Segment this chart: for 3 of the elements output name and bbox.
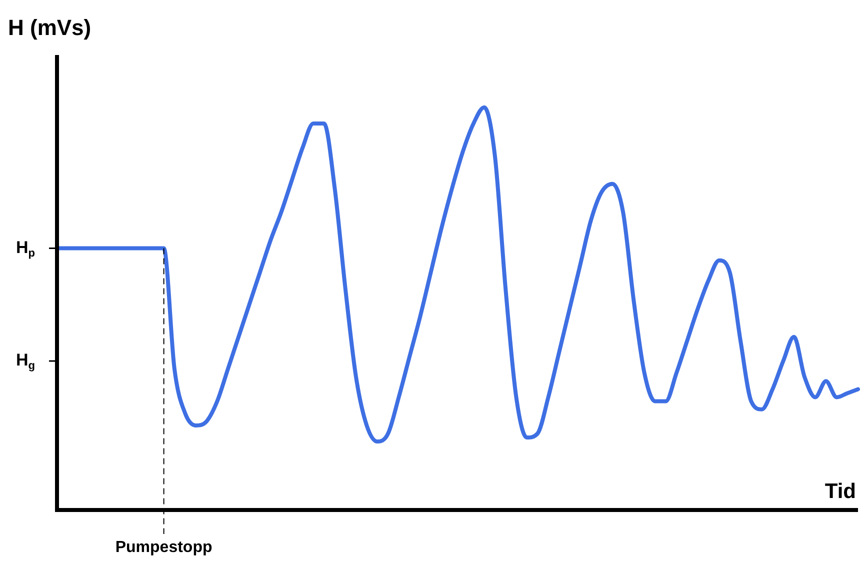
text: Pumpestopp [115,539,212,556]
x-axis-title: Tid [824,480,856,503]
y-axis-title: H (mVs) [8,15,92,40]
